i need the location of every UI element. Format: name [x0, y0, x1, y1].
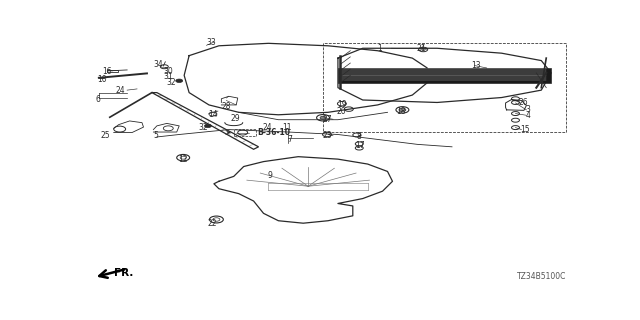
Text: 22: 22 [208, 219, 218, 228]
Bar [323, 43, 566, 132]
Text: 9: 9 [268, 171, 273, 180]
Text: 23: 23 [322, 131, 332, 140]
Text: 7: 7 [287, 135, 292, 144]
Text: 32: 32 [198, 123, 207, 132]
Text: 5: 5 [154, 131, 158, 140]
Text: 8: 8 [356, 132, 362, 141]
Text: 30: 30 [163, 67, 173, 76]
Text: 11: 11 [282, 123, 292, 132]
Circle shape [176, 79, 182, 83]
Text: 24: 24 [116, 86, 125, 95]
Text: 25: 25 [101, 131, 111, 140]
Text: 20: 20 [337, 107, 346, 116]
Polygon shape [338, 68, 551, 83]
Circle shape [399, 108, 406, 112]
Text: 19: 19 [337, 100, 346, 109]
Text: 31: 31 [163, 72, 173, 81]
Text: 6: 6 [96, 95, 100, 104]
Text: 27: 27 [322, 115, 332, 124]
Text: 4: 4 [525, 111, 531, 120]
Text: 17: 17 [355, 141, 365, 150]
Text: 3: 3 [525, 105, 531, 114]
Bar [234, 129, 256, 136]
Circle shape [205, 124, 211, 128]
Text: 21: 21 [416, 44, 426, 53]
Text: 24: 24 [262, 123, 272, 132]
Text: 1: 1 [378, 44, 382, 53]
Text: 28: 28 [221, 102, 231, 111]
Text: 29: 29 [230, 115, 240, 124]
Text: B-36-10: B-36-10 [257, 128, 291, 137]
Circle shape [320, 116, 326, 119]
Text: 14: 14 [208, 110, 218, 119]
Text: 32: 32 [167, 78, 177, 87]
Text: 33: 33 [207, 37, 216, 47]
Text: 26: 26 [519, 99, 529, 108]
Text: 15: 15 [520, 125, 530, 134]
Text: TZ34B5100C: TZ34B5100C [516, 272, 566, 281]
Text: 34: 34 [154, 60, 163, 69]
Text: FR.: FR. [114, 268, 133, 278]
Text: 16: 16 [102, 67, 112, 76]
Text: 13: 13 [471, 61, 481, 70]
Text: 10: 10 [97, 75, 107, 84]
Text: 12: 12 [178, 155, 188, 164]
Bar [108, 70, 118, 72]
Text: 18: 18 [396, 107, 406, 116]
